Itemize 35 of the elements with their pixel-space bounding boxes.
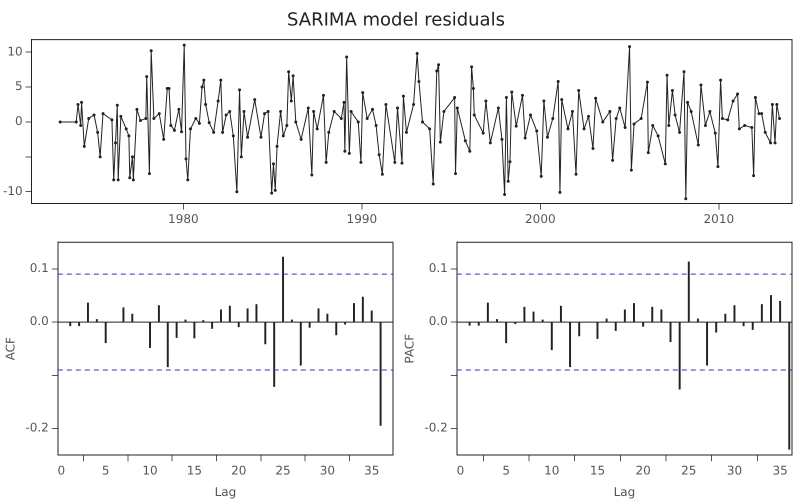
x-tick-label: 30 <box>726 464 742 478</box>
x-axis-title: Lag <box>214 484 236 499</box>
x-tick-label: 5 <box>502 464 510 478</box>
x-tick-label: 35 <box>772 464 788 478</box>
x-tick-label: 25 <box>275 464 291 478</box>
x-tick-label: 1980 <box>168 212 199 226</box>
x-tick-label: 10 <box>142 464 158 478</box>
x-tick-label: 20 <box>635 464 651 478</box>
x-axis-title: Lag <box>614 484 636 499</box>
y-tick-label: 5 <box>14 79 23 94</box>
x-tick-label: 2000 <box>525 212 556 226</box>
y-tick-label: 10 <box>7 44 23 58</box>
y-tick-label: 0.1 <box>30 260 49 275</box>
x-tick-label: 25 <box>681 464 696 478</box>
y-axis-title: PACF <box>402 334 416 364</box>
chart-title: SARIMA model residuals <box>287 9 505 30</box>
x-tick-label: 10 <box>544 464 560 478</box>
y-tick-label: 0 <box>14 114 23 128</box>
x-tick-label: 15 <box>590 464 606 478</box>
x-tick-label: 15 <box>186 464 202 478</box>
x-tick-label: 0 <box>456 464 464 478</box>
x-tick-label: 2010 <box>704 212 734 226</box>
y-axis-title: ACF <box>3 336 18 360</box>
y-tick-label: -0.2 <box>424 420 448 435</box>
y-tick-label: 0.1 <box>428 260 448 275</box>
x-tick-label: 5 <box>102 464 110 478</box>
x-tick-label: 0 <box>58 464 66 478</box>
x-tick-label: 20 <box>231 464 246 478</box>
y-tick-label: -0.2 <box>25 420 49 435</box>
x-tick-label: 30 <box>320 464 336 478</box>
y-tick-label: -10 <box>2 184 23 198</box>
x-tick-label: 1990 <box>346 212 378 226</box>
y-tick-label: 0.0 <box>428 314 448 328</box>
x-tick-label: 35 <box>364 464 380 478</box>
y-tick-label: 0.0 <box>30 314 49 328</box>
